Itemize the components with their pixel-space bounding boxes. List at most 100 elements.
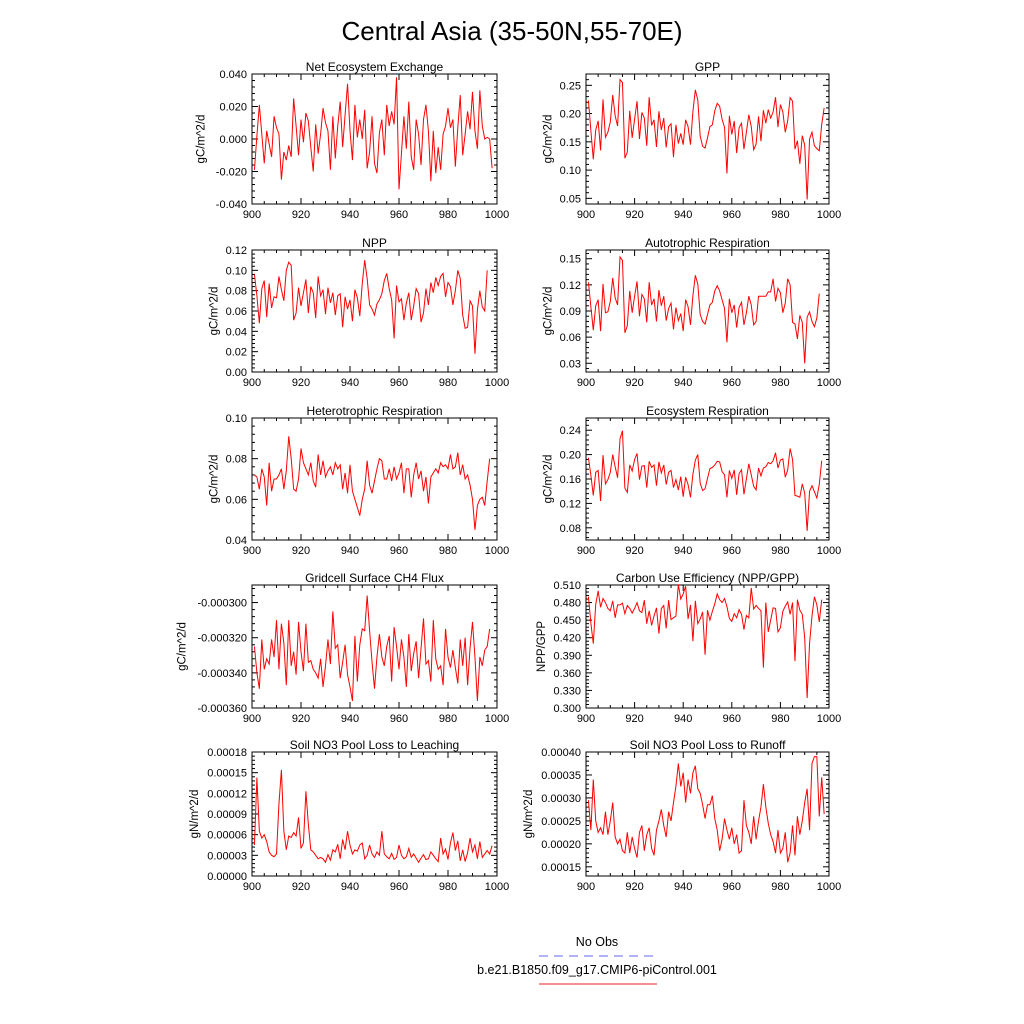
y-axis-label: gC/m^2/d: [196, 115, 208, 164]
y-tick-label: -0.000360: [197, 703, 247, 715]
y-tick-label: 0.20: [560, 109, 581, 121]
y-axis-label: NPP/GPP: [536, 621, 548, 672]
x-tick-label: 960: [723, 881, 741, 893]
y-axis-label: gC/m^2/d: [542, 287, 554, 336]
y-tick-label: 0.00030: [541, 793, 581, 805]
chart-panel-10: Soil NO3 Pool Loss to Runoff 900 920 940 960…: [523, 738, 841, 893]
panel-title: Net Ecosystem Exchange: [306, 60, 444, 74]
panel-title: NPP: [362, 236, 387, 250]
x-tick-label: 900: [243, 713, 261, 725]
x-tick-label: 920: [625, 881, 643, 893]
data-series-line: [254, 436, 491, 530]
panel-title: Soil NO3 Pool Loss to Runoff: [630, 738, 787, 752]
x-tick-label: 900: [577, 545, 595, 557]
x-tick-label: 940: [341, 713, 359, 725]
x-tick-label: 980: [771, 209, 789, 221]
y-tick-label: 0.300: [553, 703, 581, 715]
panels: Net Ecosystem Exchange 900 920 940 960 980 100…: [176, 60, 841, 893]
y-tick-label: 0.00018: [207, 747, 247, 759]
figure-title: Central Asia (35-50N,55-70E): [341, 16, 682, 46]
y-tick-label: -0.020: [216, 167, 247, 179]
y-tick-label: 0.15: [560, 254, 581, 266]
y-tick-label: 0.12: [560, 498, 581, 510]
y-axis-label: gC/m^2/d: [542, 455, 554, 504]
y-tick-label: 0.03: [560, 358, 581, 370]
x-tick-label: 940: [341, 881, 359, 893]
chart-panel-6: Ecosystem Respiration 900 920 940 960 980 1000…: [542, 404, 841, 557]
chart-panel-8: Carbon Use Efficiency (NPP/GPP) 900 920 940…: [536, 571, 841, 725]
x-tick-label: 960: [390, 713, 408, 725]
x-tick-label: 920: [625, 377, 643, 389]
y-tick-label: 0.510: [553, 580, 581, 592]
panel-title: GPP: [695, 60, 720, 74]
x-tick-label: 940: [341, 377, 359, 389]
x-tick-label: 940: [341, 209, 359, 221]
x-tick-label: 1000: [485, 545, 509, 557]
y-axis-label: gC/m^2/d: [208, 287, 220, 336]
y-tick-label: 0.06: [226, 494, 247, 506]
chart-panel-2: GPP 900 920 940 960 980 1000 0.05 0.10 0.15 0.20 0.…: [542, 60, 841, 221]
y-tick-label: 0.00025: [541, 816, 581, 828]
y-tick-label: 0.12: [226, 245, 247, 257]
x-tick-label: 1000: [485, 713, 509, 725]
panel-title: Carbon Use Efficiency (NPP/GPP): [616, 571, 799, 585]
y-tick-label: 0.360: [553, 668, 581, 680]
y-tick-label: 0.450: [553, 615, 581, 627]
y-axis-label: gN/m^2/d: [189, 790, 201, 839]
y-tick-label: 0.00012: [207, 788, 247, 800]
chart-panel-9: Soil NO3 Pool Loss to Leaching 900 920 940 9…: [189, 738, 509, 893]
panel-title: Soil NO3 Pool Loss to Leaching: [290, 738, 459, 752]
x-tick-label: 1000: [817, 377, 841, 389]
y-tick-label: 0.020: [219, 102, 247, 114]
x-tick-label: 920: [292, 545, 310, 557]
x-tick-label: 920: [292, 377, 310, 389]
panel-title: Gridcell Surface CH4 Flux: [305, 571, 444, 585]
chart-panel-7: Gridcell Surface CH4 Flux 900 920 940 960 980…: [176, 571, 509, 725]
y-tick-label: 0.04: [226, 535, 247, 547]
panel-title: Autotrophic Respiration: [645, 236, 770, 250]
x-tick-label: 900: [243, 209, 261, 221]
y-tick-label: 0.00020: [541, 839, 581, 851]
x-tick-label: 960: [723, 545, 741, 557]
y-tick-label: 0.10: [226, 265, 247, 277]
y-tick-label: -0.000340: [197, 668, 247, 680]
legend-obs-label: No Obs: [576, 935, 618, 949]
x-tick-label: 940: [674, 713, 692, 725]
y-tick-label: 0.390: [553, 650, 581, 662]
legend-model-label: b.e21.B1850.f09_g17.CMIP6-piControl.001: [477, 963, 717, 977]
y-tick-label: 0.00035: [541, 770, 581, 782]
y-tick-label: 0.09: [560, 306, 581, 318]
x-tick-label: 960: [390, 377, 408, 389]
x-tick-label: 920: [292, 209, 310, 221]
x-tick-label: 920: [292, 713, 310, 725]
x-tick-label: 980: [771, 881, 789, 893]
y-tick-label: 0.12: [560, 280, 581, 292]
y-tick-label: 0.20: [560, 450, 581, 462]
x-tick-label: 960: [390, 881, 408, 893]
x-tick-label: 940: [674, 377, 692, 389]
x-tick-label: 960: [723, 377, 741, 389]
data-series-line: [253, 77, 493, 190]
x-tick-label: 920: [625, 545, 643, 557]
data-series-line: [253, 260, 488, 354]
x-tick-label: 980: [439, 881, 457, 893]
y-tick-label: 0.08: [226, 286, 247, 298]
x-tick-label: 1000: [485, 881, 509, 893]
y-tick-label: -0.040: [216, 199, 247, 211]
x-tick-label: 920: [292, 881, 310, 893]
y-tick-label: 0.06: [560, 332, 581, 344]
legend: No Obs b.e21.B1850.f09_g17.CMIP6-piContr…: [477, 935, 717, 985]
x-tick-label: 900: [243, 545, 261, 557]
y-tick-label: 0.10: [560, 165, 581, 177]
y-tick-label: 0.480: [553, 598, 581, 610]
y-tick-label: 0.00009: [207, 809, 247, 821]
x-tick-label: 960: [390, 545, 408, 557]
x-tick-label: 900: [243, 881, 261, 893]
x-tick-label: 1000: [817, 545, 841, 557]
x-tick-label: 960: [723, 209, 741, 221]
y-axis-label: gC/m^2/d: [176, 622, 188, 671]
y-tick-label: 0.15: [560, 137, 581, 149]
x-tick-label: 960: [723, 713, 741, 725]
panel-title: Ecosystem Respiration: [646, 404, 769, 418]
